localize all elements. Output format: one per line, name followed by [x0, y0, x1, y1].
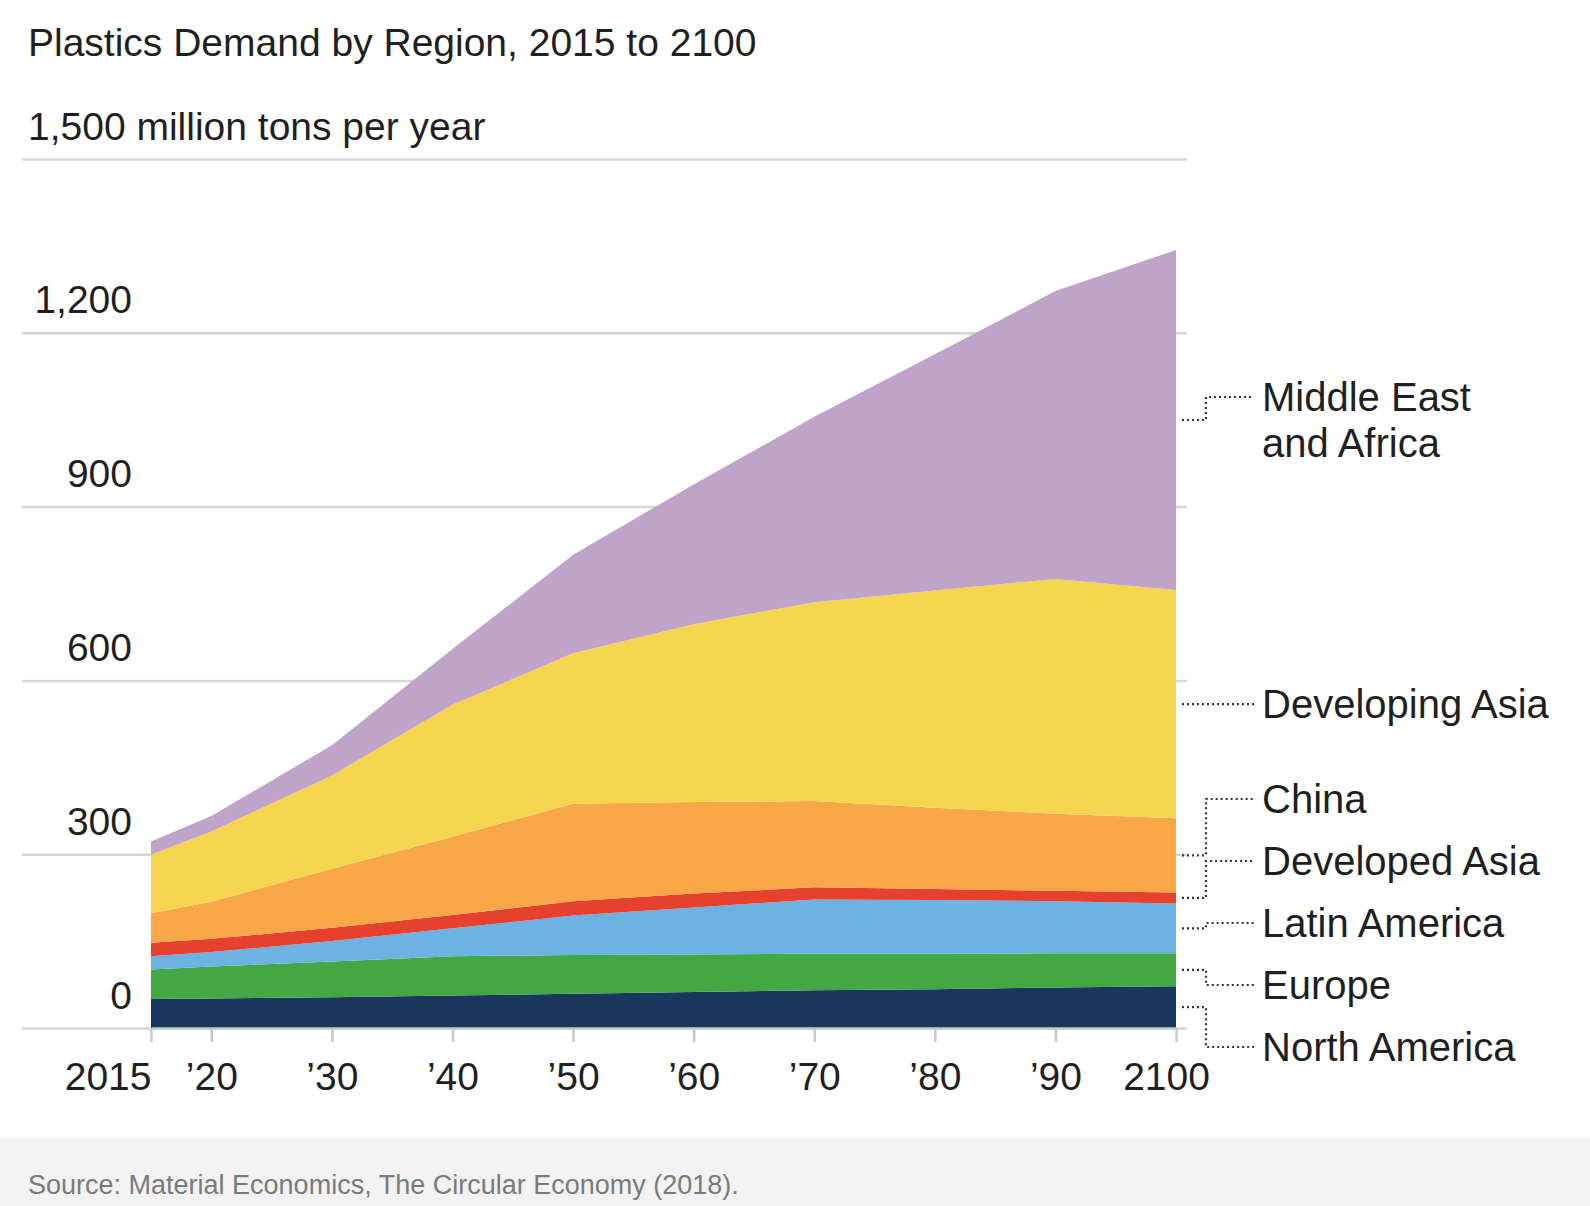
grid-line — [22, 158, 1187, 161]
y-tick-label: 0 — [110, 974, 132, 1017]
legend-label-line: North America — [1262, 1025, 1516, 1069]
x-tick-mark — [211, 1028, 214, 1042]
legend-label: Europe — [1262, 963, 1391, 1007]
x-tick: ’60 — [668, 1028, 720, 1098]
x-axis: 2015 ’20 ’30 ’40 ’50 ’60 ’70 ’80 ’90 2100 — [65, 1028, 1210, 1098]
x-tick-label: ’70 — [789, 1055, 841, 1098]
legend-leader — [1182, 970, 1254, 985]
source: Source: Material Economics, The Circular… — [28, 1170, 739, 1200]
legend-label-line: and Africa — [1262, 421, 1441, 465]
x-tick: ’90 — [1030, 1028, 1082, 1098]
chart: Source: Material Economics, The Circular… — [0, 0, 1590, 1206]
legend-label-line: Europe — [1262, 963, 1391, 1007]
legend-leader — [1182, 703, 1254, 705]
x-tick-label: ’90 — [1030, 1055, 1082, 1098]
y-tick: 1,500 million tons per year — [22, 105, 1187, 160]
legend-leader — [1182, 397, 1254, 420]
x-tick: 2100 — [1123, 1028, 1210, 1098]
legend-label-line: Middle East — [1262, 375, 1471, 419]
legend-label-line: Developing Asia — [1262, 682, 1550, 726]
legend-label: Latin America — [1262, 901, 1505, 945]
x-tick: ’50 — [548, 1028, 600, 1098]
legend-label-line: Latin America — [1262, 901, 1505, 945]
legend-label: Developed Asia — [1262, 839, 1541, 883]
x-tick: ’20 — [186, 1028, 238, 1098]
x-tick-label: 2015 — [65, 1055, 152, 1098]
x-tick-mark — [452, 1028, 455, 1042]
legend-label: China — [1262, 777, 1367, 821]
x-tick-label: ’60 — [668, 1055, 720, 1098]
legend-leader — [1182, 799, 1254, 855]
x-tick: 2015 — [65, 1028, 152, 1098]
y-tick-label: 1,500 million tons per year — [28, 105, 485, 148]
x-tick-mark — [150, 1028, 153, 1042]
y-tick-label: 1,200 — [34, 278, 132, 321]
x-tick: ’40 — [427, 1028, 479, 1098]
x-tick: ’80 — [909, 1028, 961, 1098]
grid-line — [22, 1027, 1187, 1030]
legend-label: Middle Eastand Africa — [1262, 375, 1471, 465]
area — [151, 250, 1176, 855]
x-tick-label: ’30 — [306, 1055, 358, 1098]
x-tick: ’30 — [306, 1028, 358, 1098]
legend-label-line: Developed Asia — [1262, 839, 1541, 883]
x-tick-mark — [1175, 1028, 1178, 1042]
x-tick-label: ’80 — [909, 1055, 961, 1098]
legend-label: North America — [1262, 1025, 1516, 1069]
legend-leader — [1182, 923, 1254, 928]
y-tick-label: 300 — [67, 800, 132, 843]
title: Plastics Demand by Region, 2015 to 2100 — [28, 21, 756, 64]
x-tick-mark — [693, 1028, 696, 1042]
x-tick-label: ’50 — [548, 1055, 600, 1098]
x-tick-label: 2100 — [1123, 1055, 1210, 1098]
y-tick-label: 900 — [67, 452, 132, 495]
y-tick-label: 600 — [67, 626, 132, 669]
plot-area — [151, 250, 1176, 1028]
source-band — [0, 1138, 1590, 1206]
legend-label-line: China — [1262, 777, 1367, 821]
x-tick-label: ’40 — [427, 1055, 479, 1098]
y-axis-line — [22, 160, 23, 1029]
legend-label: Developing Asia — [1262, 682, 1550, 726]
x-tick-mark — [934, 1028, 937, 1042]
x-tick-mark — [1055, 1028, 1058, 1042]
x-tick-mark — [813, 1028, 816, 1042]
legend-leader — [1182, 1007, 1254, 1047]
x-tick-label: ’20 — [186, 1055, 238, 1098]
legend-leader — [1182, 861, 1254, 898]
y-axis: 0 300 600 900 1,200 1,500 million tons per ye… — [22, 105, 1187, 1029]
x-axis-line — [152, 1027, 1177, 1030]
legend: Middle Eastand Africa Developing Asia Chin… — [1182, 375, 1550, 1069]
x-tick-mark — [572, 1028, 575, 1042]
x-tick: ’70 — [789, 1028, 841, 1098]
x-tick-mark — [331, 1028, 334, 1042]
